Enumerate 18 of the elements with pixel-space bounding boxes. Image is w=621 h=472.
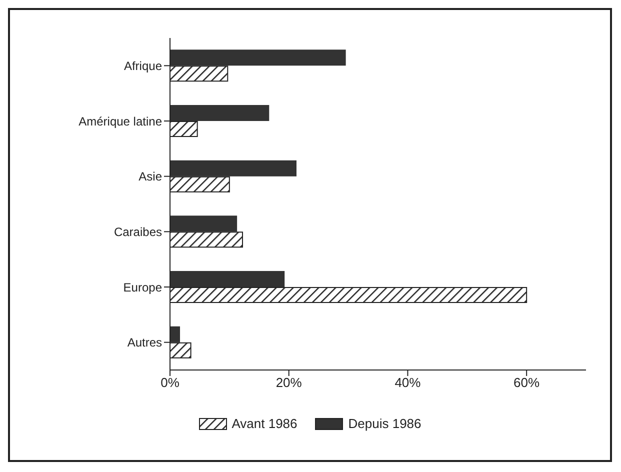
bar [170, 105, 270, 122]
bar [170, 326, 180, 342]
y-tick-label: Asie [138, 170, 162, 184]
y-tick-label: Caraibes [114, 224, 162, 239]
x-tick-label: 60% [514, 375, 540, 390]
legend-label: Avant 1986 [230, 416, 298, 431]
y-tick-label: Amérique latine [78, 114, 162, 128]
bar [170, 50, 346, 66]
bar [170, 271, 285, 288]
legend-label: Depuis 1986 [347, 416, 422, 431]
y-tick-label: Europe [123, 280, 162, 294]
x-tick-label: 20% [276, 375, 302, 390]
x-tick-label: 0% [160, 375, 180, 390]
bar [170, 160, 296, 176]
y-tick-label: Autres [127, 336, 162, 350]
bar [170, 216, 238, 232]
y-tick-label: Afrique [124, 58, 162, 73]
x-tick-label: 40% [394, 375, 422, 390]
